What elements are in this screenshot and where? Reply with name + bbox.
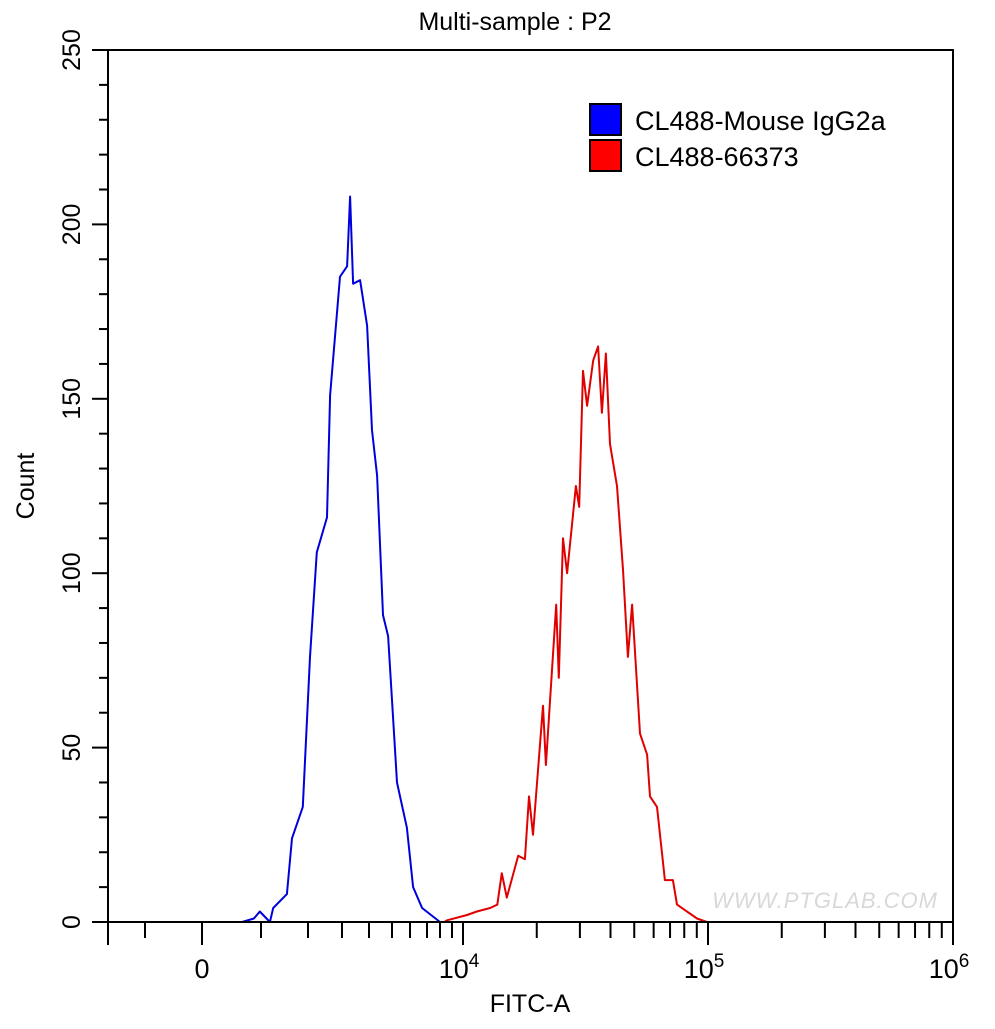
y-axis-label: Count	[12, 453, 40, 520]
y-tick-label: 50	[58, 734, 86, 762]
y-tick-label: 250	[58, 29, 86, 71]
x-tick-exponent: 5	[714, 951, 725, 972]
legend-label: CL488-66373	[635, 142, 799, 172]
x-axis-label: FITC-A	[490, 990, 571, 1018]
x-tick-exponent: 6	[959, 951, 970, 972]
series-line-cl488-66373	[444, 345, 708, 923]
legend-label: CL488-Mouse IgG2a	[635, 106, 887, 136]
legend: CL488-Mouse IgG2a CL488-66373	[589, 103, 887, 172]
series-layer	[241, 195, 708, 923]
x-tick-label: 106	[929, 951, 970, 984]
y-tick-label: 150	[58, 378, 86, 420]
legend-swatch	[589, 139, 622, 172]
series-line-cl488-mouse-igg2a	[241, 195, 441, 923]
x-tick-exponent: 4	[469, 951, 480, 972]
plot-frame	[107, 49, 954, 923]
x-tick-label: 0	[194, 954, 209, 984]
legend-swatch	[589, 103, 622, 136]
x-tick-base: 10	[684, 954, 714, 984]
x-tick-base: 10	[929, 954, 959, 984]
watermark: WWW.PTGLAB.COM	[712, 888, 938, 913]
x-tick-base: 0	[194, 954, 209, 984]
y-tick-label: 100	[58, 552, 86, 594]
x-tick-label: 105	[684, 951, 725, 984]
chart-title: Multi-sample : P2	[418, 8, 611, 36]
y-tick-label: 200	[58, 204, 86, 246]
x-tick-label: 104	[439, 951, 480, 984]
y-tick-label: 0	[58, 915, 86, 929]
x-tick-base: 10	[439, 954, 469, 984]
